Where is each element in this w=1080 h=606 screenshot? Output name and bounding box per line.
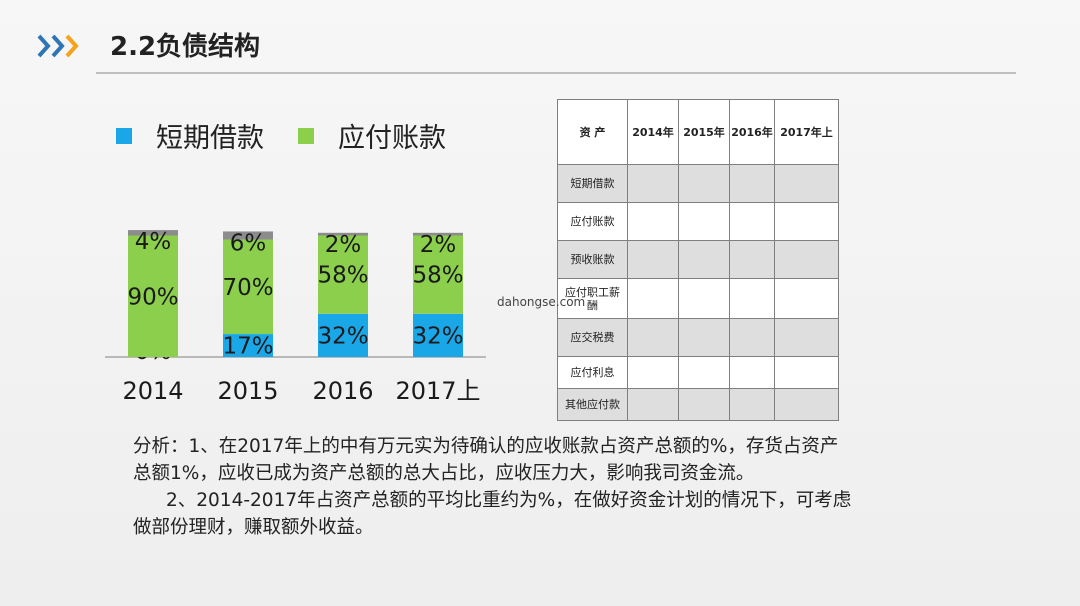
data-label: 6% bbox=[230, 230, 267, 256]
table-row: 应交税费 bbox=[557, 318, 839, 357]
row-label: 应付利息 bbox=[557, 356, 628, 389]
table-cell bbox=[729, 278, 775, 319]
legend-swatch-payable bbox=[298, 127, 314, 144]
bar-segment bbox=[223, 334, 273, 357]
bar-segment bbox=[128, 230, 178, 236]
table-cell bbox=[774, 318, 839, 357]
table-cell bbox=[774, 240, 839, 279]
table-row: 预收账款 bbox=[557, 240, 839, 279]
liability-table: 资 产 2014年 2015年 2016年 2017年上 短期借款 应付账款 bbox=[557, 99, 839, 421]
table-cell bbox=[627, 164, 679, 203]
watermark-text: dahongse.com bbox=[497, 295, 586, 309]
bar-segment bbox=[318, 235, 368, 314]
table-cell bbox=[627, 278, 679, 319]
data-label: 90% bbox=[127, 284, 178, 310]
table-cell bbox=[627, 202, 679, 241]
table-cell bbox=[678, 388, 730, 421]
analysis-paragraph-1: 分析：1、在2017年上的中有万元实为待确认的应收账款占资产总额的%，存货占资产… bbox=[133, 436, 839, 484]
bar-segment bbox=[223, 231, 273, 240]
x-tick-label: 2015 bbox=[217, 377, 278, 405]
bar-segment bbox=[318, 232, 368, 236]
table-header-cell: 2016年 bbox=[729, 99, 775, 165]
legend-label-short-term: 短期借款 bbox=[156, 123, 264, 154]
table-cell bbox=[627, 318, 679, 357]
data-label: 2% bbox=[420, 232, 457, 258]
table-cell bbox=[774, 388, 839, 421]
table-cell bbox=[627, 356, 679, 389]
row-label: 应付账款 bbox=[557, 202, 628, 241]
bar-segment bbox=[413, 232, 463, 236]
row-label: 短期借款 bbox=[557, 164, 628, 203]
page-title: 2.2负债结构 bbox=[110, 32, 261, 62]
legend-label-payable: 应付账款 bbox=[338, 123, 446, 154]
table-cell bbox=[729, 164, 775, 203]
table-row: 应付职工薪酬 bbox=[557, 278, 839, 319]
table-cell bbox=[729, 240, 775, 279]
x-tick-label: 2017上 bbox=[395, 377, 480, 405]
bar-segment bbox=[413, 313, 463, 357]
chart-legend: 短期借款 应付账款 bbox=[116, 116, 480, 155]
row-label: 预收账款 bbox=[557, 240, 628, 279]
bar-segment bbox=[128, 235, 178, 357]
data-label: 17% bbox=[222, 334, 273, 360]
stacked-bar-chart: 0%90%4%201417%70%6%201532%58%2%201632%58… bbox=[105, 229, 486, 405]
table-cell bbox=[678, 356, 730, 389]
bar-segment bbox=[413, 235, 463, 314]
table-row: 应付账款 bbox=[557, 202, 839, 241]
table-cell bbox=[678, 164, 730, 203]
data-label: 58% bbox=[412, 263, 463, 289]
table-header-cell: 2017年上 bbox=[774, 99, 839, 165]
analysis-paragraph-2: 2、2014-2017年占资产总额的平均比重约为%，在做好资金计划的情况下，可考… bbox=[133, 490, 852, 538]
data-label: 2% bbox=[325, 232, 362, 258]
legend-item-short-term: 短期借款 bbox=[116, 116, 264, 155]
table-row: 其他应付款 bbox=[557, 388, 839, 421]
bar-segment bbox=[223, 239, 273, 335]
table-cell bbox=[774, 164, 839, 203]
table-header-cell: 2015年 bbox=[678, 99, 730, 165]
table-cell bbox=[678, 278, 730, 319]
legend-item-payable: 应付账款 bbox=[298, 116, 446, 155]
table-header-row: 资 产 2014年 2015年 2016年 2017年上 bbox=[557, 99, 839, 165]
table-cell bbox=[678, 202, 730, 241]
table-cell bbox=[774, 278, 839, 319]
data-label: 4% bbox=[135, 229, 172, 255]
table-cell bbox=[627, 240, 679, 279]
analysis-text: 分析：1、在2017年上的中有万元实为待确认的应收账款占资产总额的%，存货占资产… bbox=[133, 433, 853, 541]
table-header-cell: 2014年 bbox=[627, 99, 679, 165]
legend-swatch-short-term bbox=[116, 127, 132, 144]
header-divider bbox=[96, 72, 1016, 74]
row-label: 其他应付款 bbox=[557, 388, 628, 421]
table-cell bbox=[774, 202, 839, 241]
table-cell bbox=[729, 356, 775, 389]
table-cell bbox=[678, 318, 730, 357]
data-label: 70% bbox=[222, 275, 273, 301]
table-row: 短期借款 bbox=[557, 164, 839, 203]
table-cell bbox=[729, 388, 775, 421]
table-cell bbox=[729, 318, 775, 357]
data-label: 32% bbox=[317, 323, 368, 349]
bar-segment bbox=[318, 313, 368, 357]
row-label: 应交税费 bbox=[557, 318, 628, 357]
table-cell bbox=[774, 356, 839, 389]
table-row: 应付利息 bbox=[557, 356, 839, 389]
table-cell bbox=[729, 202, 775, 241]
data-label: 32% bbox=[412, 323, 463, 349]
triple-chevron-right-icon bbox=[37, 34, 79, 58]
table-header-cell: 资 产 bbox=[557, 99, 628, 165]
x-tick-label: 2016 bbox=[312, 377, 373, 405]
data-label: 58% bbox=[317, 263, 368, 289]
x-tick-label: 2014 bbox=[122, 377, 183, 405]
table-cell bbox=[678, 240, 730, 279]
table-cell bbox=[627, 388, 679, 421]
